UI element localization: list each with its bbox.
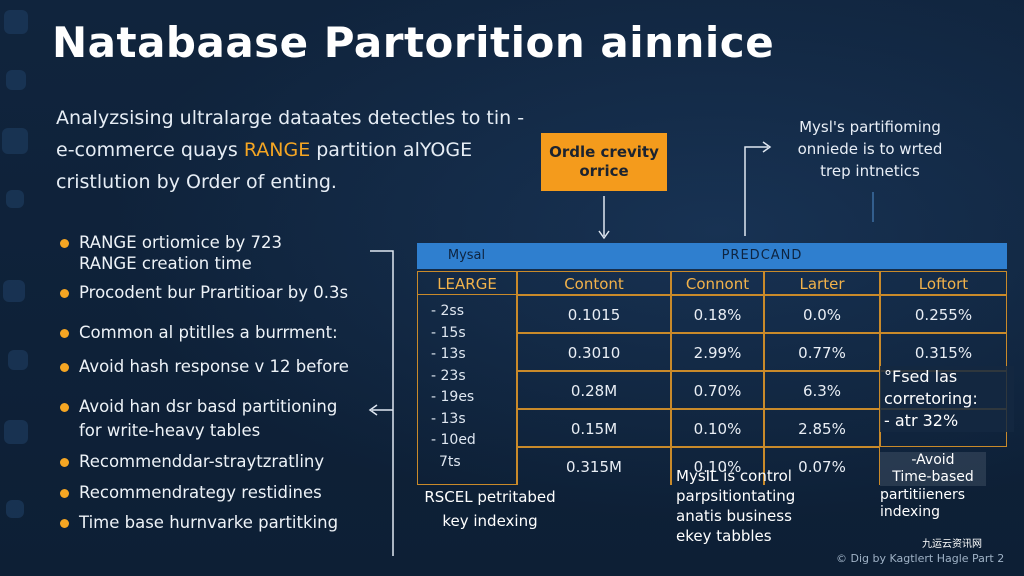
bullet-dot-icon (60, 519, 69, 528)
top-note-line-3: trep intnetics (820, 162, 920, 180)
side-note-line-3: - atr 32% (884, 411, 959, 430)
side-note-line-1: °Fsed las (884, 367, 958, 386)
table-cell: 6.3% (764, 371, 880, 409)
table-cell: 0.77% (764, 333, 880, 371)
footnote-center: MysIL is control parpsitiontating anatis… (676, 467, 796, 545)
table-cell: 0.10% (671, 409, 764, 447)
table-grid: LEARGE Contont Connont Larter Loftort 0.… (417, 271, 1007, 485)
top-note-line-1: Mysl's partifioming (799, 118, 941, 136)
table-cell: 0.315M (517, 447, 671, 485)
column-header: Connont (671, 271, 764, 295)
table-cell: 2.99% (671, 333, 764, 371)
top-note-line-2: onniede is to wrted (797, 140, 943, 158)
row-label: - 19es (431, 389, 475, 405)
page-title: Natabaase Partorition ainnice (52, 18, 775, 67)
bullet-dot-icon (60, 403, 69, 412)
table-group-header: PREDCAND (721, 248, 803, 263)
footnote-left: RSCEL petritabed key indexing (424, 488, 556, 530)
table-cell: 0.3010 (517, 333, 671, 371)
row-label: - 15s (431, 324, 466, 341)
footnote-right: partitiieners indexing (880, 487, 966, 520)
row-labels: - 2ss - 15s - 13s - 23s - 19es - 13s - 1… (431, 301, 501, 473)
intro-line-2: e-commerce quays RANGE partition alYOGE (56, 139, 473, 161)
side-note: °Fsed las corretoring: - atr 32% (880, 366, 1014, 432)
table-cell: 0.1015 (517, 295, 671, 333)
watermark: 九运云资讯网 (922, 539, 982, 550)
row-label: - 23s (431, 367, 466, 384)
table-cell: 0.70% (671, 371, 764, 409)
bullet-dot-icon (60, 458, 69, 467)
column-header: Loftort (880, 271, 1007, 295)
table-cell: 0.18% (671, 295, 764, 333)
table-cell: 0.0% (764, 295, 880, 333)
column-header: LEARGE (417, 271, 517, 295)
credit-text: © Dig by Kagtlert Hagle Part 2 (836, 552, 1005, 565)
partition-table: Mysal PREDCAND LEARGE Contont Connont La… (417, 243, 1007, 485)
table-cell: 0.15M (517, 409, 671, 447)
avoid-note-line-2: Time-based (892, 469, 974, 485)
table-corner-label: Mysal (447, 248, 486, 263)
table-cell: 0.10% (671, 447, 764, 485)
bullet-dot-icon (60, 363, 69, 372)
avoid-note-line-1: -Avoid (911, 452, 955, 468)
callout-line-2: orrice (579, 162, 629, 180)
column-header: Larter (764, 271, 880, 295)
bullet-dot-icon (60, 289, 69, 298)
callout-box: Ordle crevity orrice (541, 133, 667, 191)
side-note-line-2: corretoring: (884, 389, 978, 408)
decorative-side-pattern (0, 0, 40, 576)
intro-line-1: Analyzsising ultralarge dataates detectl… (56, 107, 525, 129)
row-label-column (417, 295, 517, 485)
table-cell: 2.85% (764, 409, 880, 447)
bullet-dot-icon (60, 489, 69, 498)
row-label: - 13s (431, 410, 466, 427)
bullet-dot-icon (60, 239, 69, 248)
table-top-header: Mysal PREDCAND (417, 243, 1007, 269)
intro-paragraph: Analyzsising ultralarge dataates detectl… (56, 102, 525, 198)
table-cell: 0.255% (880, 295, 1007, 333)
bullet-dot-icon (60, 329, 69, 338)
callout-line-1: Ordle crevity (549, 143, 659, 161)
avoid-note: -Avoid Time-based (880, 452, 986, 486)
intro-line-3: cristlution by Order of enting. (56, 171, 337, 193)
table-cell: 0.28M (517, 371, 671, 409)
top-right-note: Mysl's partifioming onniede is to wrted … (770, 116, 970, 182)
column-header: Contont (517, 271, 671, 295)
table-cell: 0.07% (764, 447, 880, 485)
row-label: - 13s (431, 346, 466, 362)
row-label: 7ts (439, 453, 461, 470)
row-label: - 2ss (431, 303, 464, 319)
row-label: - 10ed (431, 432, 476, 448)
intro-accent-range: RANGE (243, 139, 311, 161)
